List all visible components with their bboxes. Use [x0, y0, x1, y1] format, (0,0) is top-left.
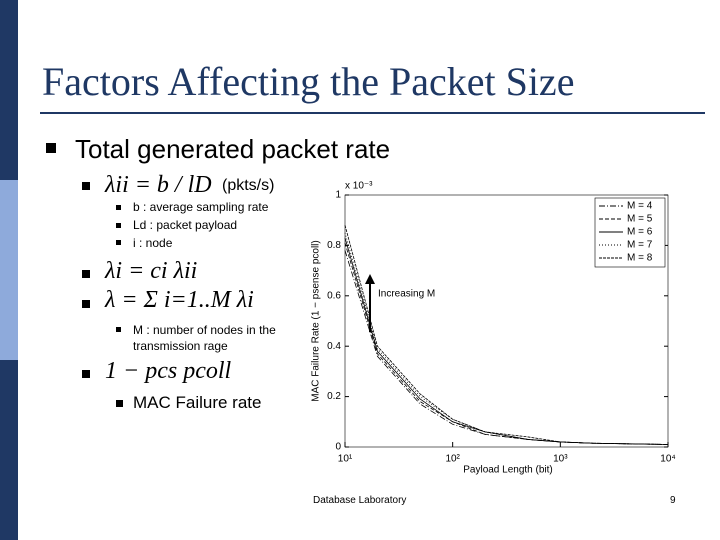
- bullet: [82, 182, 90, 190]
- y-tick-label: 1: [335, 190, 341, 201]
- y-tick-label: 0.8: [327, 240, 341, 251]
- x-tick-label: 10²: [445, 454, 460, 465]
- legend-label: M = 7: [627, 240, 653, 251]
- title: Factors Affecting the Packet Size: [42, 59, 575, 104]
- legend-label: M = 4: [627, 201, 653, 212]
- side-bar: [0, 180, 18, 360]
- y-multiplier: x 10⁻³: [345, 181, 373, 192]
- bullet-text: Total generated packet rate: [75, 134, 391, 164]
- sub-item: Ld : packet payload: [133, 218, 238, 232]
- side-bar: [0, 360, 18, 540]
- sub-item: b : average sampling rate: [133, 200, 269, 214]
- bullet: [116, 400, 123, 407]
- formula: λi = ci λii: [105, 258, 198, 284]
- x-axis-label: Payload Length (bit): [463, 465, 553, 476]
- bullet: [82, 270, 90, 278]
- x-tick-label: 10⁴: [660, 454, 675, 465]
- bullet: [116, 327, 121, 332]
- series-line: [344, 237, 669, 445]
- bullet: [116, 240, 121, 245]
- bullet: [116, 205, 121, 210]
- note: (pkts/s): [222, 177, 275, 194]
- bullet: [82, 300, 90, 308]
- annotation-arrow-head: [365, 274, 375, 284]
- series-line: [344, 225, 669, 445]
- bullet: [116, 223, 121, 228]
- y-axis-label: MAC Failure Rate (1 − psense pcoll): [311, 240, 322, 401]
- series-line: [344, 250, 669, 445]
- page-number: 9: [670, 495, 676, 506]
- y-tick-label: 0.4: [327, 341, 341, 352]
- footer: Database Laboratory: [313, 495, 407, 506]
- legend-label: M = 8: [627, 253, 653, 264]
- formula: 1 − pcs pcoll: [105, 358, 232, 384]
- series-line: [344, 242, 669, 445]
- side-bar: [0, 0, 18, 180]
- sub-item: MAC Failure rate: [133, 393, 262, 412]
- sub-item: i : node: [133, 236, 173, 250]
- formula: λii = b / lD: [105, 172, 212, 198]
- plot-frame: [344, 194, 669, 448]
- formula: λ = Σ i=1..M λi: [105, 287, 254, 313]
- sub-item: M : number of nodes in the transmission …: [133, 323, 276, 353]
- title-rule: [40, 112, 705, 114]
- y-tick-label: 0.6: [327, 290, 341, 301]
- bullet: [46, 143, 56, 153]
- y-tick-label: 0.2: [327, 391, 341, 402]
- annotation: Increasing M: [378, 289, 435, 300]
- x-tick-label: 10³: [553, 454, 568, 465]
- x-tick-label: 10¹: [338, 454, 353, 465]
- legend-label: M = 5: [627, 214, 653, 225]
- bullet: [82, 370, 90, 378]
- y-tick-label: 0: [335, 442, 341, 453]
- legend-label: M = 6: [627, 227, 653, 238]
